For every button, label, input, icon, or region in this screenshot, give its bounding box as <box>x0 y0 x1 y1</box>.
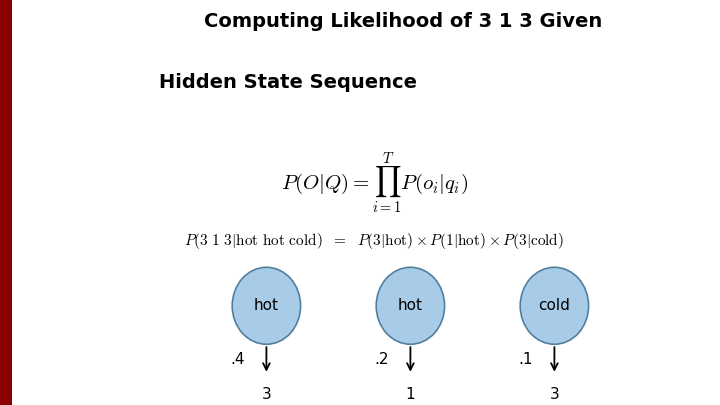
Text: .2: .2 <box>374 352 389 367</box>
Ellipse shape <box>376 267 444 344</box>
Text: $P(3\ 1\ 3|\mathrm{hot\ hot\ cold})\ \ =\ \ P(3|\mathrm{hot}) \times P(1|\mathrm: $P(3\ 1\ 3|\mathrm{hot\ hot\ cold})\ \ =… <box>184 231 564 251</box>
Text: .1: .1 <box>518 352 533 367</box>
Text: hot: hot <box>254 298 279 313</box>
Text: 3: 3 <box>261 387 271 402</box>
Text: 1: 1 <box>405 387 415 402</box>
Ellipse shape <box>520 267 589 344</box>
Text: cold: cold <box>539 298 570 313</box>
Ellipse shape <box>232 267 301 344</box>
Text: $P(O|Q) = \prod_{i=1}^{T} P(o_i|q_i)$: $P(O|Q) = \prod_{i=1}^{T} P(o_i|q_i)$ <box>281 150 468 215</box>
Text: 3: 3 <box>549 387 559 402</box>
Text: Hidden State Sequence: Hidden State Sequence <box>159 73 417 92</box>
Text: .4: .4 <box>230 352 245 367</box>
Text: hot: hot <box>398 298 423 313</box>
Text: Computing Likelihood of 3 1 3 Given: Computing Likelihood of 3 1 3 Given <box>204 12 603 31</box>
